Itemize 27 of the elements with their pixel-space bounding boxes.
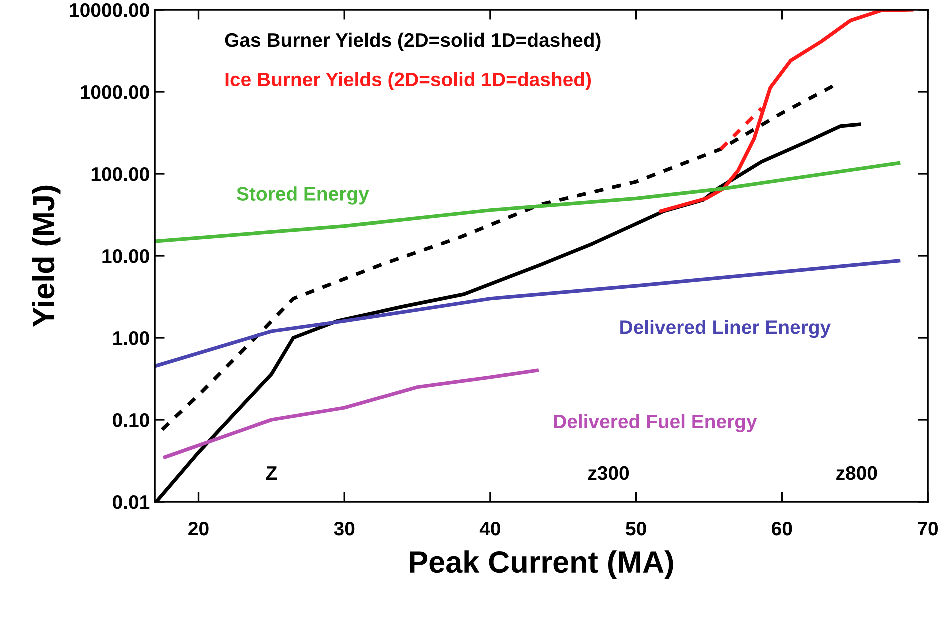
y-tick-label: 100.00 <box>92 167 150 182</box>
series-label: Stored Energy <box>237 186 370 205</box>
x-tick-label: 20 <box>188 522 209 536</box>
x-tick-label: 40 <box>480 522 500 536</box>
y-tick-label: 0.10 <box>113 413 150 428</box>
y-tick-label: 10.00 <box>102 249 150 264</box>
y-tick-label: 1000.00 <box>81 85 150 100</box>
x-axis-title: Peak Current (MA) <box>410 550 674 580</box>
x-tick-label: 60 <box>772 522 792 536</box>
annotation: Z <box>266 466 278 480</box>
y-tick-label: 10000.00 <box>70 3 150 18</box>
x-tick-label: 30 <box>334 522 355 536</box>
annotation: Gas Burner Yields (2D=solid 1D=dashed) <box>225 32 601 52</box>
series-label: Delivered Liner Energy <box>620 320 831 338</box>
line-series <box>155 162 901 244</box>
line-series <box>155 259 901 368</box>
x-tick-label: 70 <box>918 522 938 536</box>
x-tick-label: 50 <box>626 522 646 536</box>
y-axis-title: Yield (MJ) <box>32 186 61 328</box>
line-series <box>163 368 539 460</box>
y-tick-label: 0.01 <box>113 495 150 510</box>
text: Delivered Fuel Energy <box>554 414 758 433</box>
annotation: z800 <box>836 466 878 480</box>
line-series <box>659 10 914 214</box>
y-tick-label: 1.00 <box>114 331 150 346</box>
annotation: z300 <box>588 466 630 480</box>
annotation: Ice Burner Yields (2D=solid 1D=dashed) <box>226 72 592 90</box>
